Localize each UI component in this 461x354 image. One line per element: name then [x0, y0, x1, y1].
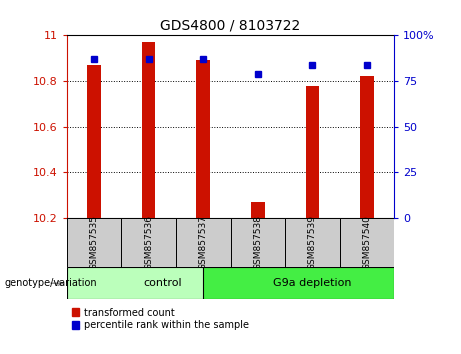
Title: GDS4800 / 8103722: GDS4800 / 8103722 — [160, 19, 301, 33]
Bar — [196, 61, 210, 218]
Bar — [203, 267, 394, 299]
Bar — [285, 218, 340, 267]
Bar — [67, 218, 121, 267]
Bar — [306, 86, 319, 218]
Bar — [142, 42, 155, 218]
Bar — [251, 202, 265, 218]
Text: GSM857539: GSM857539 — [308, 215, 317, 270]
Text: GSM857535: GSM857535 — [89, 215, 99, 270]
Bar — [87, 65, 101, 218]
Bar — [67, 267, 230, 299]
Bar — [176, 218, 230, 267]
Text: GSM857537: GSM857537 — [199, 215, 208, 270]
Text: genotype/variation: genotype/variation — [5, 278, 97, 288]
Text: GSM857536: GSM857536 — [144, 215, 153, 270]
Legend: transformed count, percentile rank within the sample: transformed count, percentile rank withi… — [72, 308, 249, 330]
Bar — [360, 76, 374, 218]
Bar — [230, 218, 285, 267]
Text: GSM857540: GSM857540 — [362, 215, 372, 270]
Bar — [340, 218, 394, 267]
Text: control: control — [143, 278, 182, 288]
Bar — [121, 218, 176, 267]
Text: G9a depletion: G9a depletion — [273, 278, 352, 288]
Text: GSM857538: GSM857538 — [253, 215, 262, 270]
